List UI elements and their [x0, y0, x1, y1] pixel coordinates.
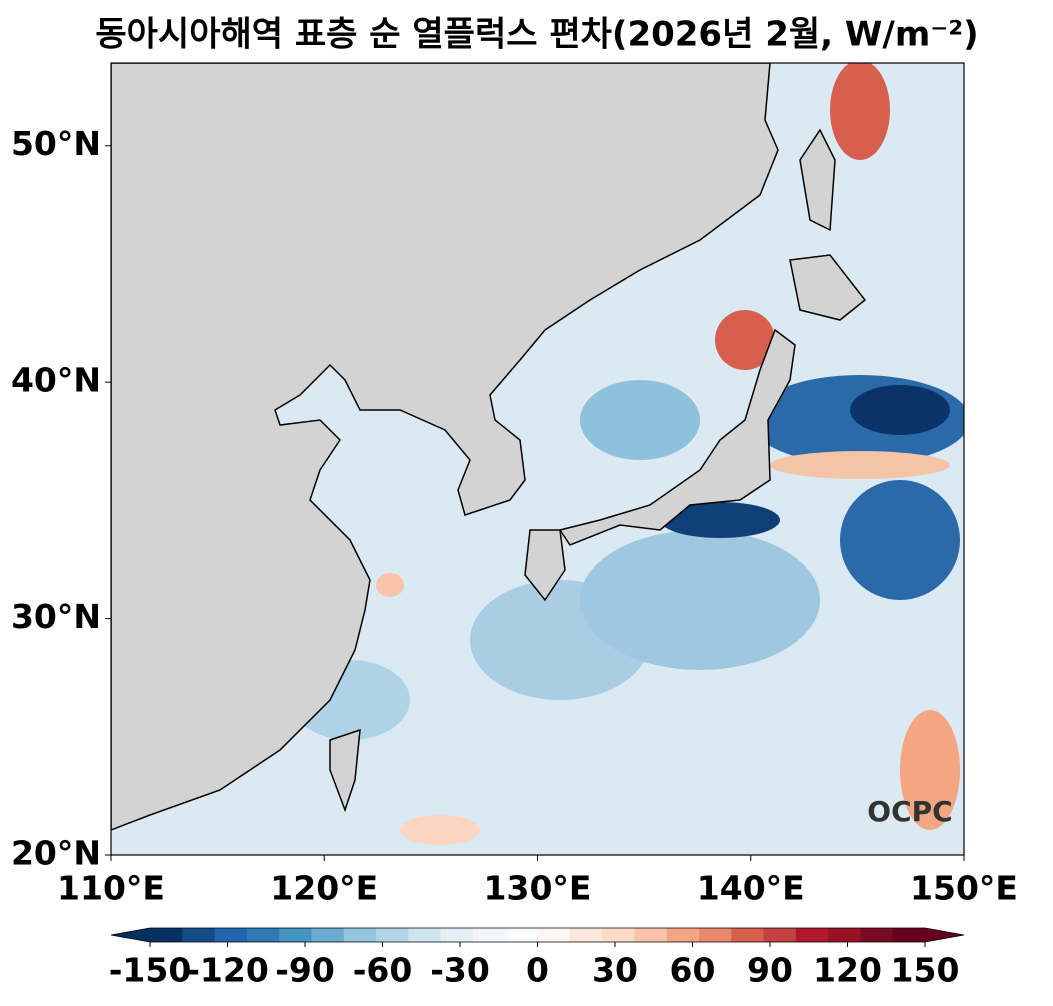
colorbar-tick-label: 30 [592, 951, 638, 990]
colorbar-tick-label: 150 [891, 951, 960, 990]
colorbar-tick-label: 60 [670, 951, 716, 990]
y-tick-label: 40°N [11, 361, 101, 400]
colorbar-extend-high [925, 928, 964, 942]
colorbar-tick-label: 0 [526, 951, 549, 990]
x-tick-label: 110°E [57, 869, 165, 908]
colorbar-step [343, 928, 377, 942]
y-tick-label: 20°N [11, 834, 101, 873]
map-field [111, 63, 964, 855]
colorbar-step [860, 928, 894, 942]
colorbar-step [666, 928, 700, 942]
colorbar-step [214, 928, 248, 942]
colorbar-step [246, 928, 280, 942]
colorbar-step [731, 928, 765, 942]
colorbar-step [311, 928, 345, 942]
colorbar-step [505, 928, 538, 942]
colorbar-step [440, 928, 474, 942]
colorbar-step [472, 928, 506, 942]
y-tick-label: 50°N [11, 124, 101, 163]
x-tick-label: 150°E [910, 869, 1018, 908]
colorbar-tick-label: -150 [109, 951, 192, 990]
x-tick-label: 120°E [270, 869, 378, 908]
colorbar-tick-label: 120 [813, 951, 882, 990]
colorbar-step [763, 928, 797, 942]
colorbar-tick-label: -120 [186, 951, 269, 990]
colorbar-tick-label: -30 [430, 951, 490, 990]
colorbar-step [795, 928, 829, 942]
colorbar-step [279, 928, 312, 942]
colorbar-tick-label: -60 [353, 951, 413, 990]
colorbar-step [828, 928, 861, 942]
x-tick-label: 140°E [697, 869, 805, 908]
colorbar-tick-label: -90 [275, 951, 335, 990]
colorbar-step [602, 928, 635, 942]
colorbar-step [150, 928, 183, 942]
colorbar-step [698, 928, 732, 942]
colorbar-extend-low [111, 928, 150, 942]
title: 동아시아해역 표층 순 열플럭스 편차(2026년 2월, W/m⁻²) [95, 15, 978, 55]
x-tick-label: 130°E [484, 869, 592, 908]
logo: OCPC [867, 795, 952, 828]
colorbar-step [892, 928, 926, 942]
colorbar-step [569, 928, 603, 942]
colorbar-step [408, 928, 442, 942]
colorbar-tick-label: 90 [747, 951, 793, 990]
y-tick-label: 30°N [11, 597, 101, 636]
colorbar-step [182, 928, 216, 942]
colorbar-step [537, 928, 571, 942]
colorbar-step [634, 928, 668, 942]
colorbar-step [376, 928, 409, 942]
